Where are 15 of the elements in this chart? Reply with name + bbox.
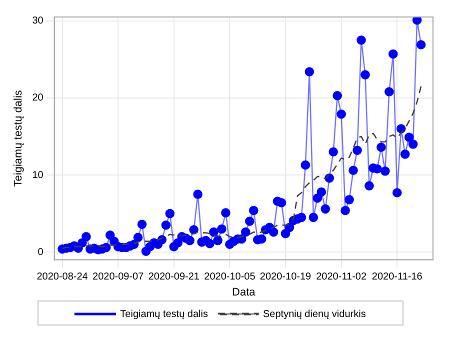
x-tick-label: 2020-09-07	[92, 272, 144, 283]
legend-label: Teigiamų testų dalis	[120, 308, 208, 320]
x-tick-label: 2020-10-05	[204, 272, 256, 283]
x-tick-label: 2020-08-24	[36, 272, 88, 283]
y-tick-label: 0	[38, 246, 44, 258]
y-axis-title: Teigiamų testų dalis	[12, 90, 25, 187]
y-tick-label: 30	[32, 16, 44, 27]
legend-label: Septynių dienų vidurkis	[262, 308, 366, 320]
x-tick-label: 2020-11-02	[316, 272, 367, 283]
x-tick-label: 2020-10-19	[260, 272, 312, 283]
y-tick-label: 10	[32, 170, 44, 181]
x-axis-title: Data	[232, 286, 256, 298]
y-tick-label: 20	[32, 92, 44, 104]
x-tick-label: 2020-11-16	[372, 272, 423, 283]
x-tick-label: 2020-09-21	[148, 272, 200, 283]
